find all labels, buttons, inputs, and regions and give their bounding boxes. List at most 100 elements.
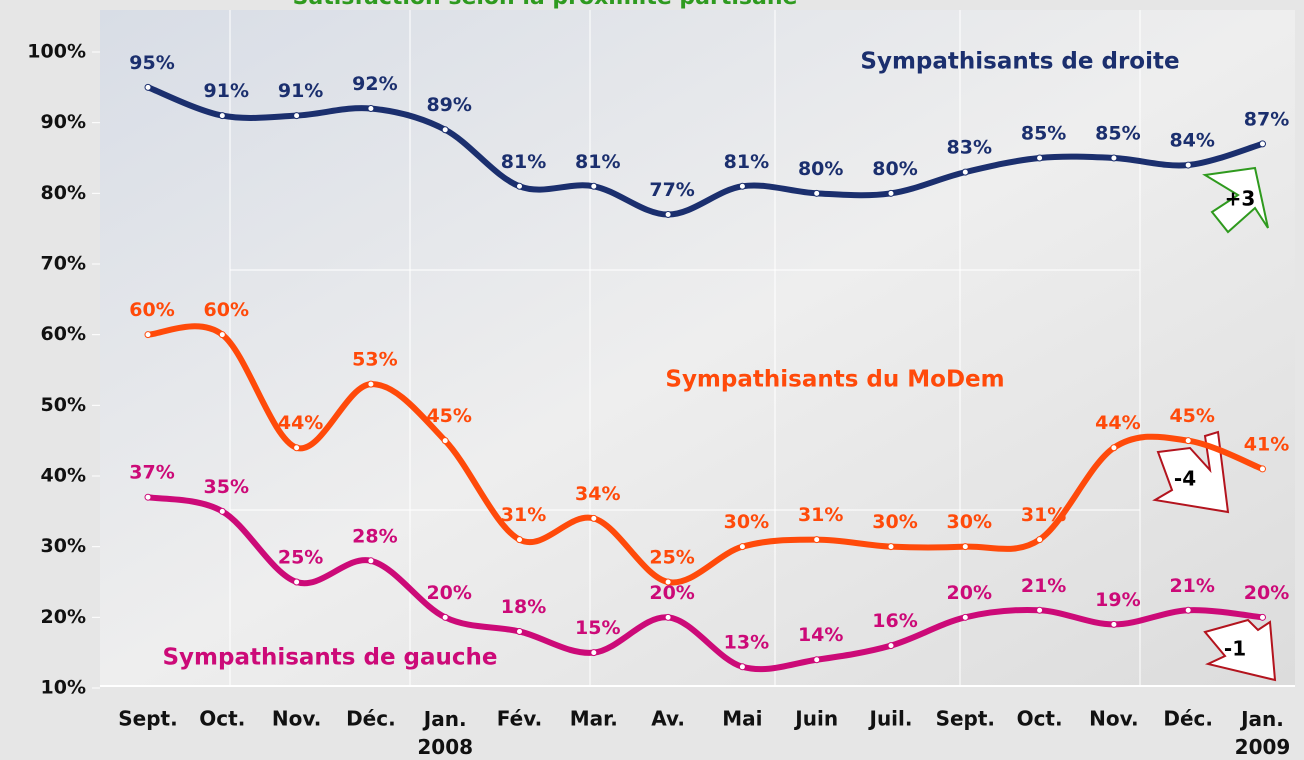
y-tick-label: 50% xyxy=(41,394,86,416)
x-tick-label: Sept. xyxy=(936,707,995,731)
data-label: 81% xyxy=(575,151,620,173)
data-label: 91% xyxy=(278,80,323,102)
data-point xyxy=(1036,606,1044,614)
data-point xyxy=(441,126,449,134)
data-point xyxy=(664,613,672,621)
data-label: 77% xyxy=(649,179,694,201)
data-label: 91% xyxy=(204,80,249,102)
x-tick-label: Mar. xyxy=(570,707,618,731)
x-tick-label: Juil. xyxy=(868,707,913,731)
y-tick-label: 30% xyxy=(41,535,86,557)
data-point xyxy=(441,437,449,445)
y-tick-label: 100% xyxy=(27,41,86,63)
data-point xyxy=(144,331,152,339)
data-label: 45% xyxy=(426,405,471,427)
x-tick-label: Déc. xyxy=(1163,707,1213,731)
data-point xyxy=(813,656,821,664)
data-label: 25% xyxy=(649,547,694,569)
data-label: 21% xyxy=(1169,575,1214,597)
data-point xyxy=(367,380,375,388)
data-label: 85% xyxy=(1095,123,1140,145)
data-point xyxy=(813,536,821,544)
data-label: 80% xyxy=(872,158,917,180)
data-point xyxy=(1259,140,1266,148)
data-point xyxy=(1184,606,1192,614)
data-label: 41% xyxy=(1244,433,1289,455)
data-label: 15% xyxy=(575,617,620,639)
x-tick-label: Av. xyxy=(651,707,685,731)
data-point xyxy=(218,112,226,120)
arrow-down-1 xyxy=(1152,430,1230,514)
data-point xyxy=(1036,154,1044,162)
y-tick-label: 80% xyxy=(41,182,86,204)
data-label: 87% xyxy=(1244,108,1289,130)
data-point xyxy=(218,507,226,515)
data-label: 30% xyxy=(872,511,917,533)
data-label: 80% xyxy=(798,158,843,180)
data-point xyxy=(664,211,672,219)
data-point xyxy=(293,444,301,452)
x-tick-label: Mai xyxy=(722,707,762,731)
x-tick-label: Fév. xyxy=(497,707,542,731)
data-point xyxy=(1036,536,1044,544)
data-label: 89% xyxy=(426,94,471,116)
data-label: 60% xyxy=(204,299,249,321)
series-line xyxy=(145,494,1266,673)
data-point xyxy=(961,543,969,551)
data-label: 18% xyxy=(501,596,546,618)
data-point xyxy=(961,613,969,621)
data-point xyxy=(367,105,375,113)
x-tick-label: Jan. 2008 xyxy=(417,707,473,759)
x-tick-label: Nov. xyxy=(1089,707,1138,731)
data-point xyxy=(887,543,895,551)
data-point xyxy=(293,112,301,120)
annotation: -1 xyxy=(1224,637,1246,661)
data-label: 21% xyxy=(1021,575,1066,597)
x-tick-label: Jan. 2009 xyxy=(1235,707,1291,759)
data-point xyxy=(516,536,523,544)
data-label: 44% xyxy=(278,412,323,434)
data-label: 84% xyxy=(1169,130,1214,152)
data-point xyxy=(664,578,672,586)
x-tick-label: Sept. xyxy=(118,707,177,731)
data-label: 28% xyxy=(352,525,397,547)
data-point xyxy=(738,182,746,190)
data-point xyxy=(1110,154,1118,162)
data-label: 14% xyxy=(798,624,843,646)
x-tick-label: Nov. xyxy=(272,707,321,731)
chart-title: Satisfaction selon la proximité partisan… xyxy=(293,0,798,10)
data-label: 95% xyxy=(129,52,174,74)
data-point xyxy=(961,168,969,176)
data-label: 85% xyxy=(1021,123,1066,145)
x-tick-label: Juin xyxy=(793,707,838,731)
y-tick-label: 60% xyxy=(41,323,86,345)
data-label: 20% xyxy=(1244,582,1289,604)
data-point xyxy=(813,189,821,197)
data-label: 60% xyxy=(129,299,174,321)
data-point xyxy=(144,83,152,91)
data-label: 20% xyxy=(947,582,992,604)
y-tick-label: 90% xyxy=(41,111,86,133)
data-point xyxy=(590,514,598,522)
plot-background xyxy=(100,10,1295,686)
data-point xyxy=(293,578,301,586)
arrow-down-2 xyxy=(1203,618,1277,682)
x-tick-label: Oct. xyxy=(1017,707,1063,731)
data-point xyxy=(218,331,226,339)
arrow-up xyxy=(1202,166,1269,234)
y-tick-label: 20% xyxy=(41,606,86,628)
data-label: 31% xyxy=(501,504,546,526)
data-point xyxy=(590,649,598,657)
data-label: 44% xyxy=(1095,412,1140,434)
y-tick-label: 70% xyxy=(41,253,86,275)
data-point xyxy=(1110,620,1118,628)
series-name: Sympathisants de droite xyxy=(860,49,1179,75)
data-point xyxy=(590,182,598,190)
data-point xyxy=(738,663,746,671)
data-point xyxy=(887,189,895,197)
data-label: 34% xyxy=(575,483,620,505)
data-point xyxy=(738,543,746,551)
data-point xyxy=(1184,161,1192,169)
annotation: +3 xyxy=(1225,187,1256,211)
